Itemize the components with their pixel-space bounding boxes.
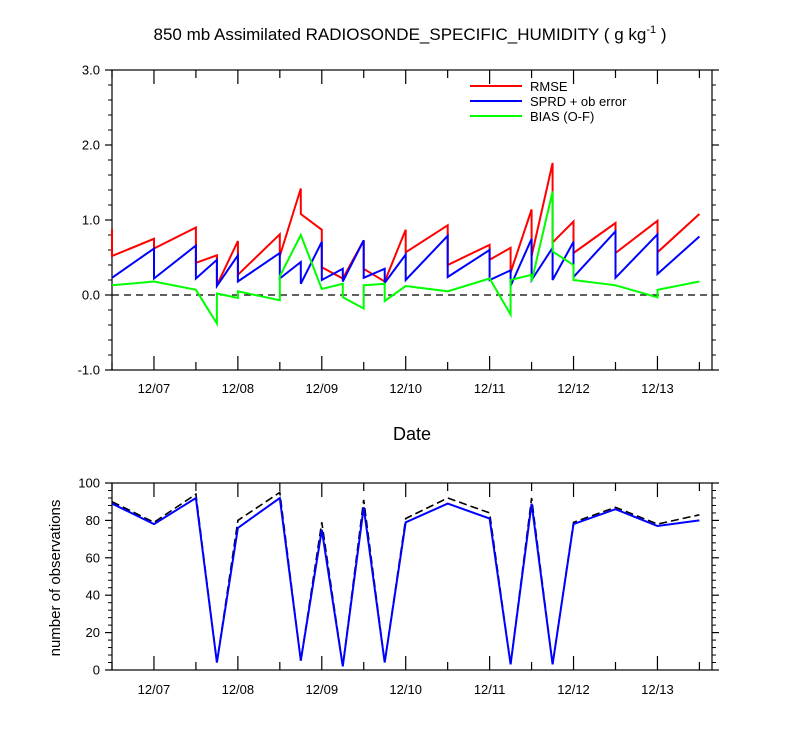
chart-title: 850 mb Assimilated RADIOSONDE_SPECIFIC_H… <box>154 24 667 44</box>
y-tick-label: -1.0 <box>78 363 100 378</box>
y-tick-label: 0.0 <box>82 288 100 303</box>
y-tick-label: 2.0 <box>82 138 100 153</box>
y-tick-label: 1.0 <box>82 213 100 228</box>
series-line-bias-o-f <box>111 191 700 327</box>
x-tick-label: 12/10 <box>389 381 422 396</box>
x-tick-label: 12/12 <box>557 381 590 396</box>
y-axis-label-bottom: number of observations <box>47 500 64 657</box>
y-tick-label: 0 <box>93 663 100 678</box>
y-tick-label: 20 <box>86 625 100 640</box>
y-tick-label: 100 <box>78 476 100 491</box>
y-tick-label: 80 <box>86 513 100 528</box>
x-tick-label: 12/09 <box>306 682 339 697</box>
legend-label: RMSE <box>530 79 568 94</box>
x-tick-label: 12/11 <box>474 682 506 697</box>
series-line-sprd-ob-error <box>111 228 701 290</box>
x-tick-label: 12/08 <box>222 682 255 697</box>
plot-frame <box>111 69 713 371</box>
legend-label: SPRD + ob error <box>530 94 627 109</box>
x-tick-label: 12/13 <box>641 381 674 396</box>
x-tick-label: 12/10 <box>389 682 422 697</box>
y-tick-label: 40 <box>86 588 100 603</box>
x-tick-label: 12/12 <box>557 682 590 697</box>
x-tick-label: 12/13 <box>641 682 674 697</box>
x-tick-label: 12/09 <box>306 381 339 396</box>
series-line-possible <box>111 491 700 667</box>
y-tick-label: 60 <box>86 550 100 565</box>
bottom-plot: 12/07 12/08 12/09 12/10 12/11 12/12 12/13 0 20 40… <box>78 476 719 697</box>
x-tick-label: 12/11 <box>474 381 506 396</box>
x-axis-label: Date <box>393 424 431 444</box>
series-line-assimilated <box>111 496 700 667</box>
y-tick-label: 3.0 <box>82 63 100 78</box>
plot-frame <box>111 482 713 671</box>
legend-label: BIAS (O-F) <box>530 109 594 124</box>
x-tick-label: 12/08 <box>222 381 255 396</box>
x-tick-label: 12/07 <box>138 381 171 396</box>
top-plot: 12/07 12/08 12/09 12/10 12/11 12/12 12/13 -1.0 0… <box>78 63 719 396</box>
x-tick-label: 12/07 <box>138 682 171 697</box>
